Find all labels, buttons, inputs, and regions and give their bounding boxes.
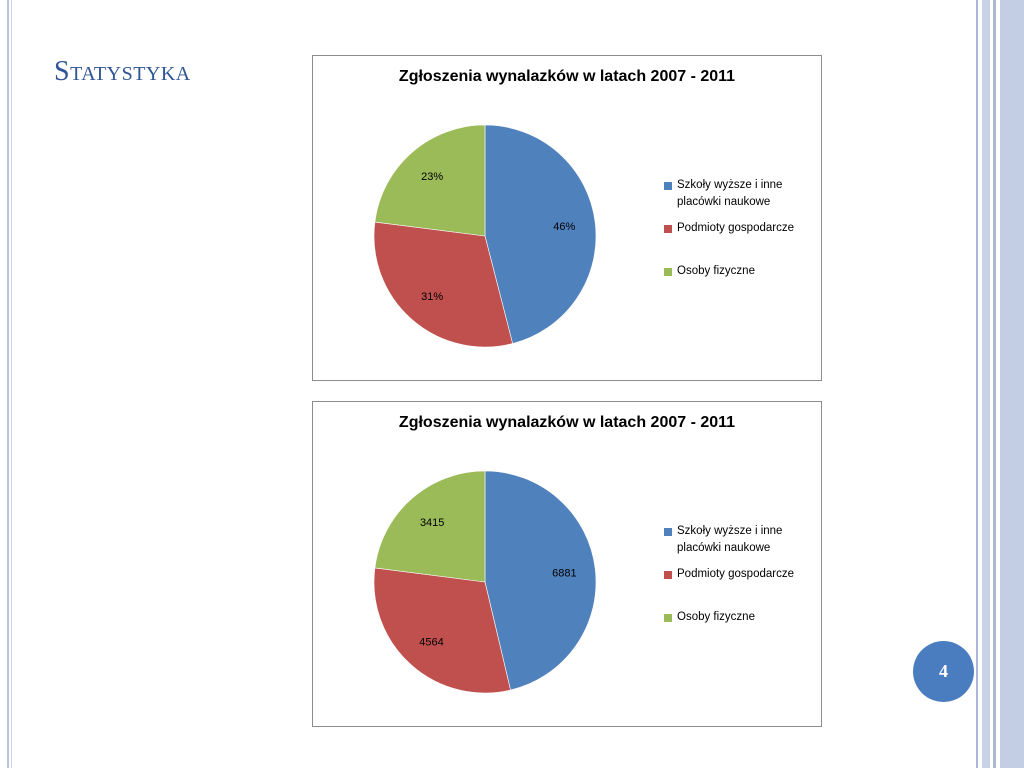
left-border-line-thin <box>11 0 12 768</box>
pie-slice <box>373 221 513 348</box>
pie-data-label: 4564 <box>419 636 443 648</box>
pie-slice <box>373 567 511 694</box>
pie-data-label: 46% <box>553 221 575 233</box>
page-number-badge: 4 <box>913 641 974 702</box>
legend-swatch <box>664 268 672 276</box>
legend-item: Osoby fizyczne <box>664 609 814 626</box>
legend-label: Podmioty gospodarcze <box>677 568 794 580</box>
pie-chart-counts: Zgłoszenia wynalazków w latach 2007 - 20… <box>312 401 822 727</box>
legend-label: Osoby fizyczne <box>677 265 755 277</box>
legend-swatch <box>664 614 672 622</box>
legend-item: Podmioty gospodarcze <box>664 220 814 237</box>
legend-swatch <box>664 571 672 579</box>
pie-plot: 46% 31% 23% <box>373 124 597 348</box>
pie-slice <box>484 124 597 344</box>
pie-data-label: 6881 <box>552 568 576 580</box>
legend-item: Szkoły wyższe i inne placówki naukowe <box>664 177 814 211</box>
chart-title: Zgłoszenia wynalazków w latach 2007 - 20… <box>398 68 736 85</box>
legend-item: Osoby fizyczne <box>664 263 814 280</box>
right-decor-band <box>1000 0 1024 768</box>
chart-legend: Szkoły wyższe i inne placówki naukowe Po… <box>664 523 814 626</box>
legend-item: Szkoły wyższe i inne placówki naukowe <box>664 523 814 557</box>
legend-label: Podmioty gospodarcze <box>677 222 794 234</box>
right-decor-stripe <box>982 0 990 768</box>
legend-label: Szkoły wyższe i inne placówki naukowe <box>677 525 783 554</box>
left-border-line <box>7 0 9 768</box>
legend-swatch <box>664 182 672 190</box>
right-decor-stripe <box>993 0 996 768</box>
chart-legend: Szkoły wyższe i inne placówki naukowe Po… <box>664 177 814 280</box>
pie-plot: 6881 4564 3415 <box>373 470 597 694</box>
right-decor-stripe <box>976 0 978 768</box>
slide-title: Statystyka <box>54 56 191 87</box>
chart-title: Zgłoszenia wynalazków w latach 2007 - 20… <box>398 414 736 431</box>
legend-item: Podmioty gospodarcze <box>664 566 814 583</box>
legend-label: Szkoły wyższe i inne placówki naukowe <box>677 179 783 208</box>
pie-data-label: 23% <box>421 171 443 183</box>
pie-slice <box>374 470 486 583</box>
pie-slice <box>374 124 486 237</box>
legend-label: Osoby fizyczne <box>677 611 755 623</box>
legend-swatch <box>664 528 672 536</box>
legend-swatch <box>664 225 672 233</box>
pie-data-label: 31% <box>421 291 443 303</box>
pie-slice <box>484 470 597 691</box>
pie-chart-percentages: Zgłoszenia wynalazków w latach 2007 - 20… <box>312 55 822 381</box>
pie-data-label: 3415 <box>420 517 444 529</box>
